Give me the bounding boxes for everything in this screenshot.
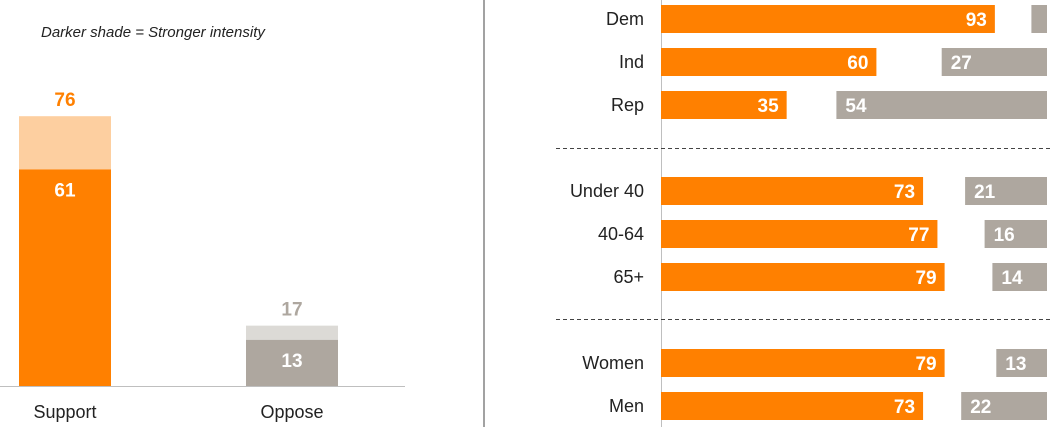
row-label-dem: Dem <box>606 9 644 29</box>
oppose-category-label: Oppose <box>260 402 323 422</box>
support-bar-ind <box>661 48 877 76</box>
support-strong-value-label: 61 <box>54 180 76 201</box>
row-label-65-: 65+ <box>613 267 644 287</box>
support-bar-under-40 <box>661 177 924 205</box>
support-value-men: 73 <box>894 397 915 418</box>
oppose-value-under-40: 21 <box>974 182 996 203</box>
oppose-total-value-label: 17 <box>281 300 302 321</box>
oppose-bar-65- <box>992 263 1047 291</box>
support-total-value-label: 76 <box>54 90 75 111</box>
oppose-value-men: 22 <box>970 397 991 418</box>
oppose-strong-bar-segment <box>246 339 338 386</box>
support-bar-40-64 <box>661 220 938 248</box>
oppose-bar-under-40 <box>965 177 1047 205</box>
oppose-light-bar-segment <box>246 325 338 340</box>
oppose-strong-value-label: 13 <box>281 351 302 372</box>
row-label-women: Women <box>582 353 644 373</box>
oppose-value-40-64: 16 <box>994 225 1015 246</box>
support-value-under-40: 73 <box>894 182 915 203</box>
support-value-rep: 35 <box>758 96 780 117</box>
support-value-40-64: 77 <box>908 225 929 246</box>
oppose-value-ind: 27 <box>951 53 972 74</box>
support-category-label: Support <box>33 402 96 422</box>
oppose-bar-dem <box>1031 5 1047 33</box>
support-bar-women <box>661 349 945 377</box>
support-value-65-: 79 <box>915 268 936 289</box>
support-bar-rep <box>661 91 787 119</box>
support-strong-bar-segment <box>19 169 111 386</box>
row-label-ind: Ind <box>619 52 644 72</box>
oppose-bar-men <box>961 392 1047 420</box>
intensity-note: Darker shade = Stronger intensity <box>41 24 266 41</box>
support-bar-men <box>661 392 924 420</box>
row-label-men: Men <box>609 396 644 416</box>
oppose-value-women: 13 <box>1005 354 1026 375</box>
oppose-bar-40-64 <box>984 220 1047 248</box>
oppose-bar-rep <box>836 91 1047 119</box>
support-light-bar-segment <box>19 116 111 170</box>
support-value-ind: 60 <box>847 53 868 74</box>
support-bar-65- <box>661 263 945 291</box>
oppose-value-65-: 14 <box>1001 268 1023 289</box>
oppose-bar-ind <box>941 48 1047 76</box>
left-stacked-bar-chart: 61 76 Support 13 17 Oppose <box>0 90 405 422</box>
row-label-under-40: Under 40 <box>570 181 644 201</box>
support-bar-dem <box>661 5 995 33</box>
right-horizontal-bar-chart: Dem 93 Ind 60 27 Rep 35 54 Under 40 73 21 40-64 77 16… <box>556 0 1051 427</box>
support-value-dem: 93 <box>966 10 987 31</box>
support-value-women: 79 <box>915 354 936 375</box>
row-label-40-64: 40-64 <box>598 224 644 244</box>
oppose-bar-women <box>996 349 1047 377</box>
oppose-value-rep: 54 <box>845 96 867 117</box>
row-label-rep: Rep <box>611 95 644 115</box>
